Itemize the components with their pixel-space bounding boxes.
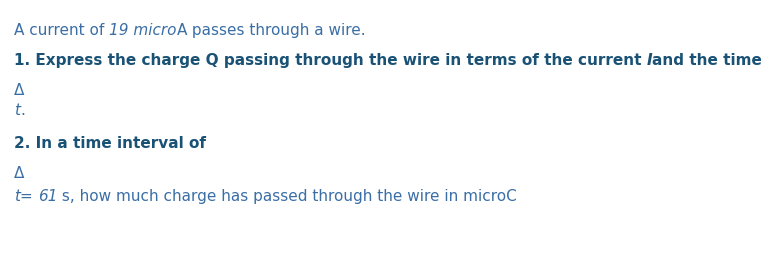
Text: 19 micro: 19 micro	[109, 23, 177, 38]
Text: and the time interval: and the time interval	[652, 53, 761, 68]
Text: A current of: A current of	[14, 23, 109, 38]
Text: 61: 61	[37, 188, 57, 203]
Text: A: A	[177, 23, 187, 38]
Text: 2. In a time interval of: 2. In a time interval of	[14, 135, 206, 150]
Text: =: =	[20, 188, 37, 203]
Text: Δ: Δ	[14, 83, 24, 98]
Text: 1. Express the charge Q passing through the wire in terms of the current: 1. Express the charge Q passing through …	[14, 53, 647, 68]
Text: t: t	[14, 188, 20, 203]
Text: s, how much charge has passed through the wire in microC: s, how much charge has passed through th…	[57, 188, 517, 203]
Text: t: t	[14, 103, 20, 118]
Text: Δ: Δ	[14, 165, 24, 180]
Text: I: I	[647, 53, 652, 68]
Text: .: .	[20, 103, 25, 118]
Text: passes through a wire.: passes through a wire.	[187, 23, 365, 38]
